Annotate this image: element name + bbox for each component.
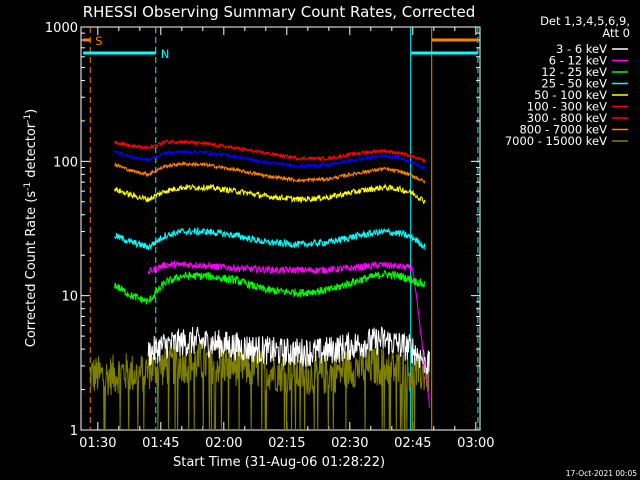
plot-area: 01:30 01:45 02:00 02:15 02:30 02:45 03:00 1 10 10…: [45, 21, 628, 451]
series-line-1: [147, 259, 430, 408]
legend-header-line-2: Att 0: [602, 26, 630, 40]
legend-label-4: 50 - 100 keV: [534, 88, 607, 102]
x-tick-label-1: 01:45: [142, 436, 179, 451]
legend-header-line-1: Det 1,3,4,5,6,9,: [540, 14, 630, 28]
chart-title: RHESSI Observing Summary Count Rates, Co…: [83, 3, 476, 21]
series-line-3: [114, 226, 426, 251]
x-tick-label-4: 02:30: [331, 436, 368, 451]
legend-label-7: 800 - 7000 keV: [519, 123, 607, 137]
legend-label-8: 7000 - 15000 keV: [505, 134, 607, 148]
y-axis-label: Corrected Count Rate (s-1 detector-1): [23, 109, 39, 347]
legend-label-0: 3 - 6 keV: [556, 42, 607, 56]
legend-label-5: 100 - 300 keV: [527, 100, 607, 114]
x-tick-label-2: 02:00: [205, 436, 242, 451]
series-line-0: [147, 326, 430, 375]
footer-date: 17-Oct-2021 00:05: [566, 469, 637, 478]
y-tick-label-2: 100: [53, 155, 78, 170]
series-line-5: [114, 139, 426, 163]
y-axis-label-mid: detector: [24, 122, 39, 182]
y-axis-label-main: Corrected Count Rate (s: [24, 191, 39, 348]
y-tick-label-3: 1000: [45, 21, 78, 36]
series-line-9: [114, 148, 426, 171]
series-line-4: [114, 182, 426, 205]
legend-label-3: 25 - 50 keV: [541, 77, 607, 91]
x-tick-label-0: 01:30: [79, 436, 116, 451]
marker-label-0: S: [95, 34, 102, 48]
x-axis-label: Start Time (31-Aug-06 01:28:22): [173, 455, 385, 470]
y-axis-label-end: ): [24, 109, 39, 114]
legend-label-1: 6 - 12 keV: [549, 54, 607, 68]
x-tick-label-3: 02:15: [268, 436, 305, 451]
marker-label-1: N: [161, 47, 170, 61]
y-axis-label-sup1: -1: [23, 182, 33, 191]
legend-label-2: 12 - 25 keV: [541, 65, 607, 79]
legend-label-6: 300 - 800 keV: [527, 111, 607, 125]
plot-frame: [80, 26, 481, 431]
x-tick-label-6: 03:00: [457, 436, 494, 451]
y-axis-label-sup2: -1: [23, 114, 33, 123]
series-line-7: [114, 160, 426, 185]
y-tick-label-1: 10: [61, 290, 78, 305]
x-tick-label-5: 02:45: [394, 436, 431, 451]
y-tick-label-0: 1: [70, 424, 78, 439]
plot-contents: SN: [83, 27, 479, 430]
series-line-2: [114, 269, 426, 305]
